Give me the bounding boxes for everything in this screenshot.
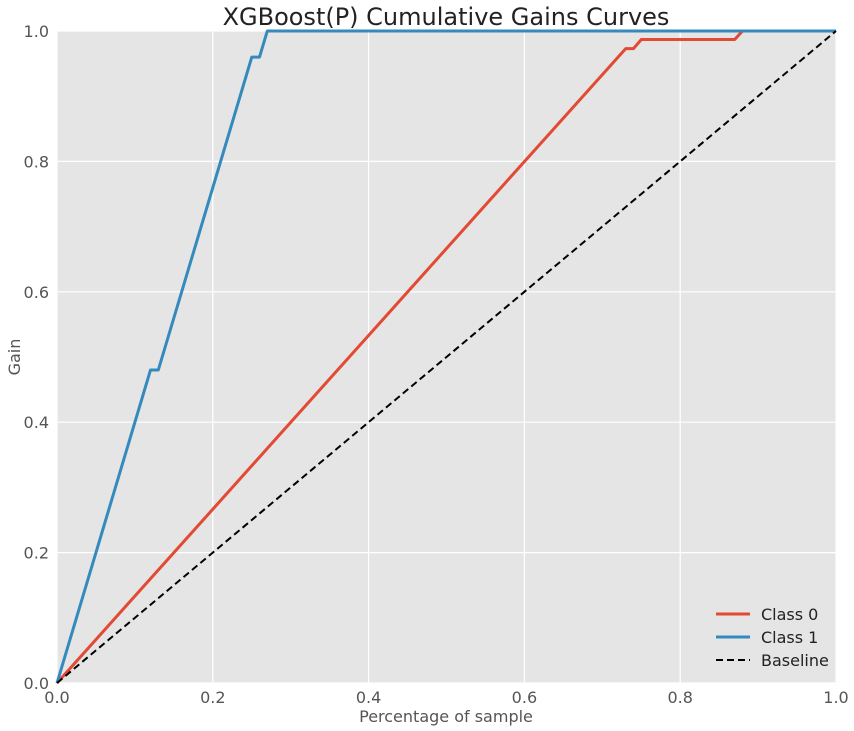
x-tick-label: 0.2 bbox=[200, 688, 225, 707]
x-tick-label: 0.6 bbox=[512, 688, 537, 707]
y-tick-label: 0.4 bbox=[24, 413, 49, 432]
x-tick-label: 0.0 bbox=[44, 688, 69, 707]
series-line-baseline bbox=[56, 30, 837, 684]
chart-title: XGBoost(P) Cumulative Gains Curves bbox=[223, 3, 670, 31]
legend-label-class-1: Class 1 bbox=[761, 628, 818, 647]
y-axis-label: Gain bbox=[5, 339, 24, 376]
y-tick-label: 0.0 bbox=[24, 674, 49, 693]
x-tick-label: 0.8 bbox=[667, 688, 692, 707]
x-tick-label: 0.4 bbox=[356, 688, 381, 707]
y-tick-label: 0.2 bbox=[24, 544, 49, 563]
grid bbox=[56, 30, 837, 684]
y-tick-label: 1.0 bbox=[24, 22, 49, 41]
y-axis-ticks: 0.0 0.2 0.4 0.6 0.8 1.0 bbox=[24, 22, 49, 693]
legend-label-class-0: Class 0 bbox=[761, 605, 818, 624]
series-lines bbox=[55, 29, 837, 685]
x-tick-label: 1.0 bbox=[823, 688, 848, 707]
legend: Class 0 Class 1 Baseline bbox=[716, 605, 829, 670]
x-axis-label: Percentage of sample bbox=[359, 707, 533, 726]
y-tick-label: 0.8 bbox=[24, 152, 49, 171]
y-tick-label: 0.6 bbox=[24, 283, 49, 302]
x-axis-ticks: 0.0 0.2 0.4 0.6 0.8 1.0 bbox=[44, 688, 848, 707]
legend-label-baseline: Baseline bbox=[761, 651, 829, 670]
series-line-class-1 bbox=[55, 29, 836, 684]
